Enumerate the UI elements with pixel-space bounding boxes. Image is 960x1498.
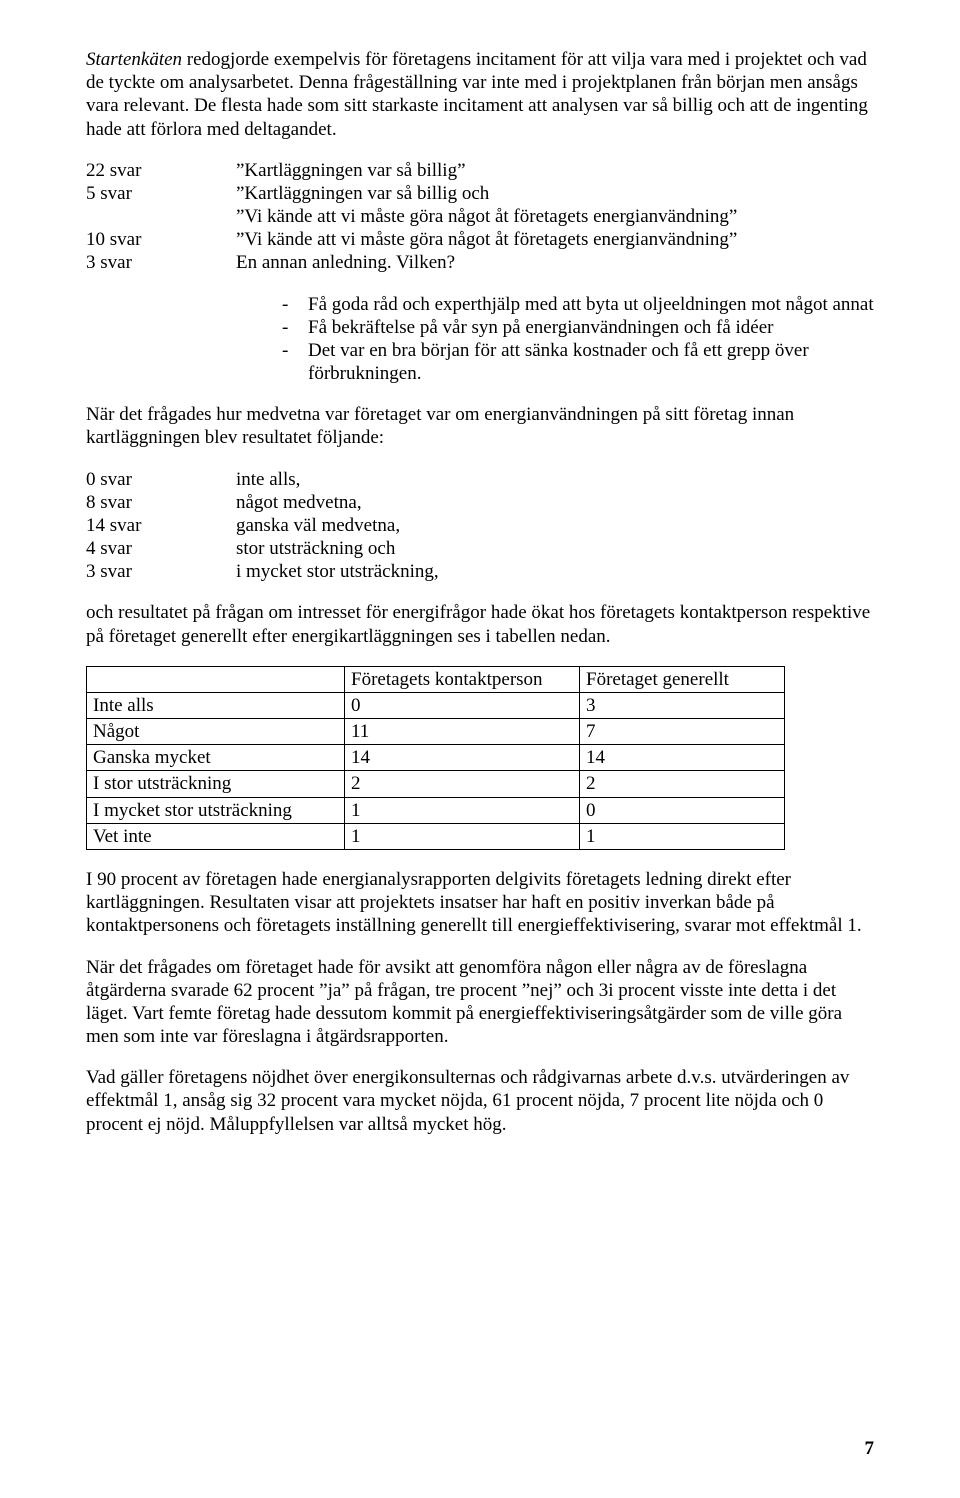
list-item-label: 3 svar bbox=[86, 251, 236, 274]
intent-paragraph: När det frågades om företaget hade för a… bbox=[86, 956, 874, 1049]
table-row: Ganska mycket1414 bbox=[87, 745, 785, 771]
list-item: ”Vi kände att vi måste göra något åt för… bbox=[86, 205, 874, 228]
table-cell: 0 bbox=[580, 797, 785, 823]
interest-intro: och resultatet på frågan om intresset fö… bbox=[86, 601, 874, 647]
list-item-text: ”Vi kände att vi måste göra något åt för… bbox=[236, 205, 874, 228]
list-item-label: 3 svar bbox=[86, 560, 236, 583]
list-item-label: 22 svar bbox=[86, 159, 236, 182]
interest-table: Företagets kontaktpersonFöretaget genere… bbox=[86, 666, 785, 850]
table-cell: 14 bbox=[580, 745, 785, 771]
table-row: Något117 bbox=[87, 719, 785, 745]
list-item: 3 svarEn annan anledning. Vilken? bbox=[86, 251, 874, 274]
satisfaction-paragraph: Vad gäller företagens nöjdhet över energ… bbox=[86, 1066, 874, 1136]
table-cell: I stor utsträckning bbox=[87, 771, 345, 797]
list-item-text: stor utsträckning och bbox=[236, 537, 874, 560]
list-item: 5 svar”Kartläggningen var så billig och bbox=[86, 182, 874, 205]
list-item-text: ”Kartläggningen var så billig och bbox=[236, 182, 874, 205]
list-item-label: 0 svar bbox=[86, 468, 236, 491]
list-item-text: något medvetna, bbox=[236, 491, 874, 514]
table-cell: Ganska mycket bbox=[87, 745, 345, 771]
table-cell: 3 bbox=[580, 692, 785, 718]
list-item-label: 8 svar bbox=[86, 491, 236, 514]
list-item: 22 svar”Kartläggningen var så billig” bbox=[86, 159, 874, 182]
list-item-text: ”Kartläggningen var så billig” bbox=[236, 159, 874, 182]
list-item-text: inte alls, bbox=[236, 468, 874, 491]
intro-paragraph: Startenkäten redogjorde exempelvis för f… bbox=[86, 48, 874, 141]
table-row: I stor utsträckning22 bbox=[87, 771, 785, 797]
list-item: 4 svarstor utsträckning och bbox=[86, 537, 874, 560]
table-row: Inte alls03 bbox=[87, 692, 785, 718]
list-item-label: 5 svar bbox=[86, 182, 236, 205]
table-cell: Vet inte bbox=[87, 823, 345, 849]
dash-item: Få bekräftelse på vår syn på energianvän… bbox=[276, 316, 874, 339]
table-cell: 1 bbox=[345, 823, 580, 849]
intro-text: redogjorde exempelvis för företagens inc… bbox=[86, 49, 868, 140]
dash-item: Få goda råd och experthjälp med att byta… bbox=[276, 293, 874, 316]
list-item-text: ganska väl medvetna, bbox=[236, 514, 874, 537]
list-item-label bbox=[86, 205, 236, 228]
page-number: 7 bbox=[865, 1437, 875, 1460]
table-header-cell: Företagets kontaktperson bbox=[345, 666, 580, 692]
list-item: 14 svarganska väl medvetna, bbox=[86, 514, 874, 537]
list-item-text: ”Vi kände att vi måste göra något åt för… bbox=[236, 228, 874, 251]
list-item: 10 svar”Vi kände att vi måste göra något… bbox=[86, 228, 874, 251]
awareness-list: 0 svarinte alls,8 svarnågot medvetna,14 … bbox=[86, 468, 874, 584]
table-cell: Inte alls bbox=[87, 692, 345, 718]
list-item: 8 svarnågot medvetna, bbox=[86, 491, 874, 514]
list-item-label: 4 svar bbox=[86, 537, 236, 560]
table-cell: 11 bbox=[345, 719, 580, 745]
intro-italic-word: Startenkäten bbox=[86, 49, 182, 70]
table-cell: I mycket stor utsträckning bbox=[87, 797, 345, 823]
dash-item: Det var en bra början för att sänka kost… bbox=[276, 339, 874, 385]
table-row: Vet inte11 bbox=[87, 823, 785, 849]
table-cell: 1 bbox=[345, 797, 580, 823]
after-table-paragraph: I 90 procent av företagen hade energiana… bbox=[86, 868, 874, 938]
table-cell: 0 bbox=[345, 692, 580, 718]
list-item-label: 10 svar bbox=[86, 228, 236, 251]
list-item: 3 svari mycket stor utsträckning, bbox=[86, 560, 874, 583]
list-item: 0 svarinte alls, bbox=[86, 468, 874, 491]
table-cell: 2 bbox=[580, 771, 785, 797]
list-item-label: 14 svar bbox=[86, 514, 236, 537]
table-header-row: Företagets kontaktpersonFöretaget genere… bbox=[87, 666, 785, 692]
list-item-text: En annan anledning. Vilken? bbox=[236, 251, 874, 274]
table-cell: 7 bbox=[580, 719, 785, 745]
table-cell: 1 bbox=[580, 823, 785, 849]
table-cell: 2 bbox=[345, 771, 580, 797]
reasons-dash-list: Få goda råd och experthjälp med att byta… bbox=[86, 293, 874, 386]
awareness-intro: När det frågades hur medvetna var företa… bbox=[86, 403, 874, 449]
table-row: I mycket stor utsträckning10 bbox=[87, 797, 785, 823]
table-header-cell: Företaget generellt bbox=[580, 666, 785, 692]
document-page: Startenkäten redogjorde exempelvis för f… bbox=[0, 0, 960, 1498]
table-cell: Något bbox=[87, 719, 345, 745]
table-cell: 14 bbox=[345, 745, 580, 771]
list-item-text: i mycket stor utsträckning, bbox=[236, 560, 874, 583]
table-header-cell bbox=[87, 666, 345, 692]
reasons-list: 22 svar”Kartläggningen var så billig”5 s… bbox=[86, 159, 874, 275]
